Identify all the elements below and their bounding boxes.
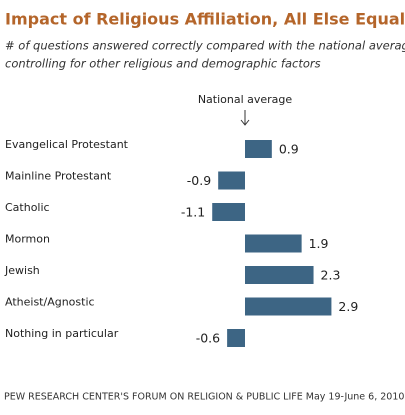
- bar: [227, 329, 245, 347]
- annotation: National average: [198, 93, 293, 106]
- arrow: [240, 110, 250, 126]
- category-label: Nothing in particular: [5, 327, 119, 340]
- value-label: -1.1: [181, 205, 205, 220]
- value-label: 2.3: [321, 268, 341, 283]
- value-label: 0.9: [279, 142, 299, 157]
- bar: [245, 266, 314, 284]
- category-label: Atheist/Agnostic: [5, 296, 95, 309]
- category-label: Mormon: [5, 233, 50, 246]
- source: PEW RESEARCH CENTER'S FORUM ON RELIGION …: [4, 392, 404, 403]
- bar: [245, 297, 332, 316]
- category-label: Evangelical Protestant: [5, 138, 129, 151]
- chart-title: Impact of Religious Affiliation, All Els…: [5, 10, 405, 29]
- bar: [245, 234, 302, 253]
- category-label: Catholic: [5, 201, 50, 214]
- category-label: Mainline Protestant: [5, 170, 112, 183]
- value-label: -0.9: [187, 173, 211, 188]
- bar: [245, 140, 272, 158]
- value-label: -0.6: [196, 331, 220, 346]
- bar: [212, 203, 245, 221]
- value-label: 1.9: [309, 236, 329, 251]
- chart-subtitle: # of questions answered correctly compar…: [5, 39, 405, 53]
- chart-subtitle: controlling for other religious and demo…: [5, 57, 321, 71]
- bar: [218, 171, 245, 190]
- value-label: 2.9: [338, 299, 358, 314]
- category-label: Jewish: [4, 264, 40, 277]
